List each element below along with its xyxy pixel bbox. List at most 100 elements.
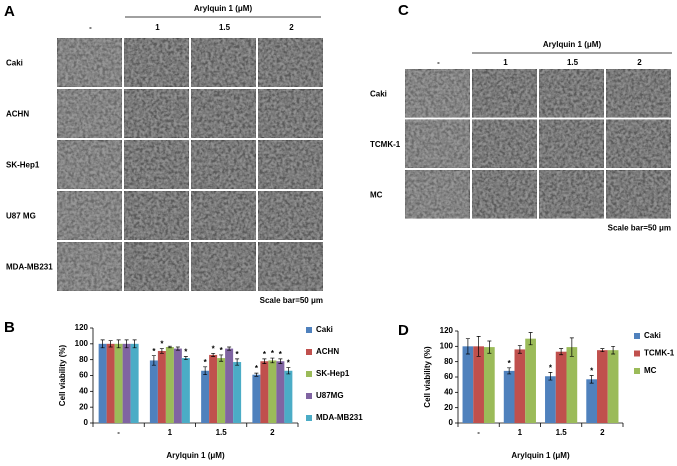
legend-label: U87MG bbox=[316, 391, 344, 400]
x-axis-label: Arylquin 1 (μM) bbox=[511, 451, 570, 460]
bar bbox=[149, 360, 158, 423]
bar bbox=[181, 358, 190, 423]
y-axis-label: Cell viability (%) bbox=[58, 344, 67, 406]
error-bar bbox=[611, 345, 616, 355]
column-label: 2 bbox=[637, 58, 642, 67]
micrograph bbox=[404, 119, 471, 169]
error-bar bbox=[600, 348, 605, 353]
legend-swatch bbox=[306, 327, 312, 333]
y-tick-label: 20 bbox=[444, 403, 453, 412]
error-bar bbox=[183, 356, 188, 361]
legend-label: TCMK-1 bbox=[644, 349, 675, 358]
significance-mark: * bbox=[204, 358, 208, 367]
error-bar bbox=[270, 357, 275, 364]
y-tick-label: 40 bbox=[79, 386, 88, 395]
micrograph bbox=[190, 190, 257, 241]
error-bar bbox=[589, 375, 594, 384]
micrograph bbox=[190, 139, 257, 190]
error-bar bbox=[219, 354, 224, 362]
y-tick-label: 0 bbox=[449, 418, 454, 427]
significance-mark: * bbox=[220, 346, 224, 355]
bar bbox=[268, 360, 277, 423]
column-label: - bbox=[437, 58, 440, 67]
bar bbox=[462, 346, 474, 423]
bar bbox=[597, 350, 608, 423]
error-bar bbox=[517, 345, 522, 354]
significance-mark: * bbox=[271, 349, 275, 358]
row-label: MDA-MB231 bbox=[6, 263, 53, 272]
error-bar bbox=[100, 339, 105, 349]
error-bar bbox=[559, 348, 564, 356]
y-tick-label: 80 bbox=[79, 355, 88, 364]
significance-mark: * bbox=[212, 344, 216, 353]
error-bar bbox=[167, 345, 172, 349]
y-tick-label: 20 bbox=[79, 402, 88, 411]
bar bbox=[122, 343, 131, 423]
legend-swatch bbox=[306, 371, 312, 377]
error-bar bbox=[132, 339, 137, 349]
micrograph bbox=[56, 241, 123, 292]
micrograph bbox=[190, 88, 257, 139]
column-label: 1 bbox=[503, 58, 508, 67]
micrograph bbox=[471, 68, 538, 118]
row-label: TCMK-1 bbox=[370, 140, 401, 149]
x-tick-label: - bbox=[117, 428, 120, 437]
significance-mark: * bbox=[236, 350, 240, 359]
row-label: MC bbox=[370, 190, 383, 199]
micrograph bbox=[257, 37, 324, 88]
error-bar bbox=[262, 358, 267, 364]
y-tick-label: 120 bbox=[75, 323, 89, 332]
bar bbox=[525, 338, 536, 423]
significance-mark: * bbox=[279, 350, 283, 359]
micrograph bbox=[257, 139, 324, 190]
micrograph bbox=[538, 68, 605, 118]
micrograph bbox=[257, 190, 324, 241]
micrograph bbox=[56, 88, 123, 139]
legend-label: ACHN bbox=[316, 347, 339, 356]
micrograph bbox=[605, 68, 672, 118]
bar bbox=[545, 376, 556, 423]
micrograph bbox=[56, 139, 123, 190]
row-label: Caki bbox=[370, 89, 387, 98]
bar bbox=[503, 370, 515, 423]
panel-label: B bbox=[4, 319, 15, 336]
micrograph bbox=[123, 37, 190, 88]
error-bar bbox=[116, 339, 121, 349]
x-tick-label: 2 bbox=[270, 428, 275, 437]
bar bbox=[98, 343, 107, 423]
legend-swatch bbox=[634, 368, 640, 374]
x-tick-label: 2 bbox=[600, 428, 605, 437]
micrograph bbox=[56, 37, 123, 88]
bar bbox=[225, 348, 234, 423]
legend-swatch bbox=[306, 349, 312, 355]
y-tick-label: 80 bbox=[444, 357, 453, 366]
legend-label: MDA-MB231 bbox=[316, 413, 363, 422]
micrograph bbox=[605, 119, 672, 169]
y-tick-label: 60 bbox=[79, 371, 88, 380]
error-bar bbox=[175, 346, 180, 351]
bar bbox=[586, 379, 598, 423]
header: Arylquin 1 (μM) bbox=[194, 4, 253, 13]
bar bbox=[514, 349, 526, 423]
row-label: SK-Hep1 bbox=[6, 161, 40, 170]
bar bbox=[201, 370, 210, 423]
panel-label: D bbox=[398, 322, 409, 339]
error-bar bbox=[211, 352, 216, 357]
significance-mark: * bbox=[590, 367, 594, 376]
y-tick-label: 100 bbox=[440, 341, 454, 350]
x-tick-label: 1.5 bbox=[216, 428, 228, 437]
micrograph bbox=[538, 119, 605, 169]
row-label: ACHN bbox=[6, 110, 29, 119]
bar bbox=[217, 358, 226, 423]
x-tick-label: 1 bbox=[168, 428, 173, 437]
significance-mark: * bbox=[549, 364, 553, 373]
bar bbox=[284, 370, 293, 423]
panel-label: C bbox=[398, 2, 409, 19]
column-label: 1 bbox=[155, 23, 160, 32]
bar bbox=[106, 343, 115, 423]
micrograph bbox=[471, 169, 538, 219]
significance-mark: * bbox=[160, 340, 164, 349]
error-bar bbox=[465, 338, 470, 355]
legend-swatch bbox=[634, 350, 640, 357]
